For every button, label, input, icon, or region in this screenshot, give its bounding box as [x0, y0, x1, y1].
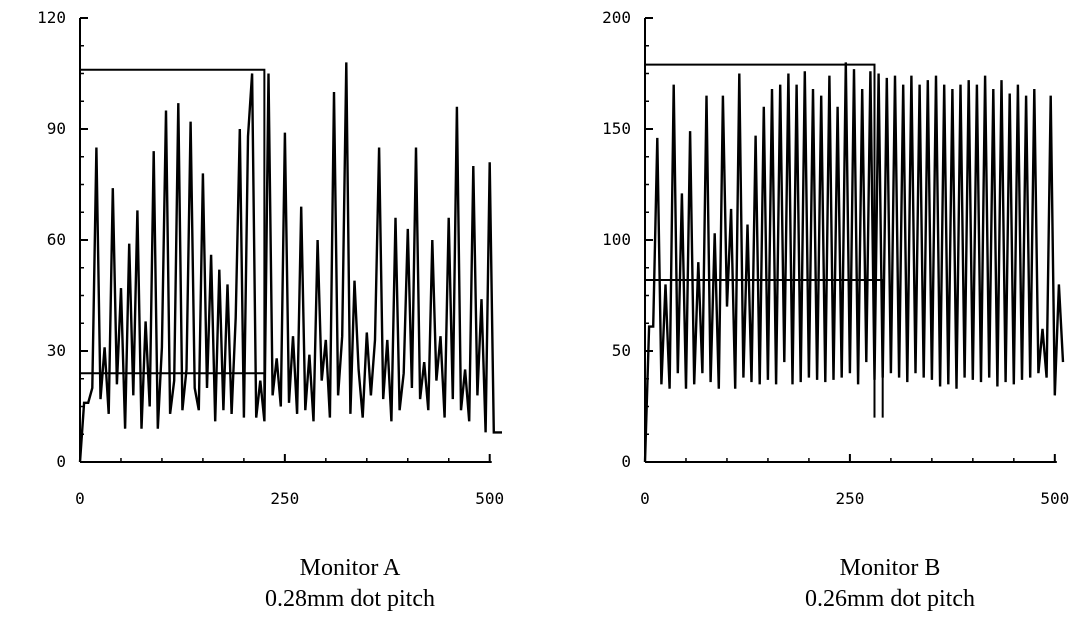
chart-monitor-b: 0 50 100 150 200 0 250 500 — [602, 8, 1069, 508]
y-tick-label: 30 — [47, 341, 66, 360]
series-line — [78, 62, 502, 463]
caption-title-monitor-b: Monitor B — [839, 555, 941, 581]
caption-monitor-b: Monitor B 0.26mm dot pitch — [690, 553, 1073, 615]
caption-subtitle-monitor-b: 0.26mm dot pitch — [805, 586, 975, 612]
y-tick-label: 200 — [602, 8, 631, 27]
x-tick-label: 0 — [75, 489, 85, 508]
reference-line — [80, 68, 266, 418]
y-tick-label: 60 — [47, 230, 66, 249]
y-tick-label: 120 — [37, 8, 66, 27]
x-tick-label: 250 — [270, 489, 299, 508]
y-tick-label: 0 — [621, 452, 631, 471]
x-tick-label: 500 — [1040, 489, 1069, 508]
y-tick-label: 90 — [47, 119, 66, 138]
caption-subtitle-monitor-a: 0.28mm dot pitch — [265, 586, 435, 612]
x-tick-label: 0 — [640, 489, 650, 508]
y-tick-label: 0 — [56, 452, 66, 471]
chart-monitor-a: 0 30 60 90 120 0 250 500 — [37, 8, 504, 508]
caption-monitor-a: Monitor A 0.28mm dot pitch — [150, 553, 550, 615]
x-tick-label: 500 — [475, 489, 504, 508]
y-tick-label: 100 — [602, 230, 631, 249]
y-tick-label: 50 — [612, 341, 631, 360]
y-tick-label: 150 — [602, 119, 631, 138]
x-tick-label: 250 — [835, 489, 864, 508]
caption-title-monitor-a: Monitor A — [299, 555, 401, 581]
series-line — [643, 62, 1065, 463]
